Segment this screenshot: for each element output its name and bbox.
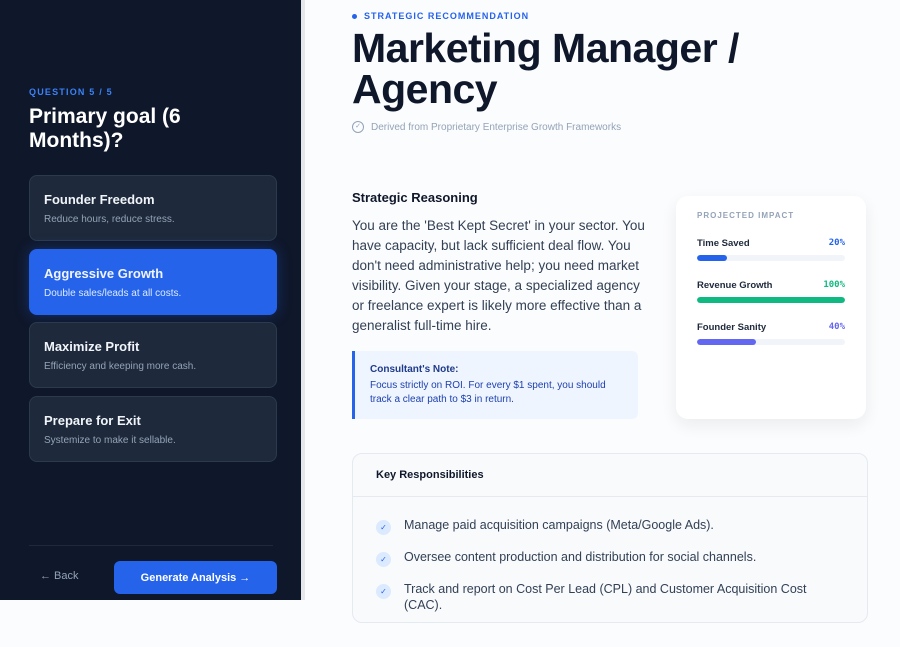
generate-analysis-button[interactable]: Generate Analysis → <box>114 561 277 594</box>
question-counter: QUESTION 5 / 5 <box>29 87 113 97</box>
option-title: Prepare for Exit <box>44 413 141 428</box>
option-prepare-for-exit[interactable]: Prepare for Exit Systemize to make it se… <box>29 396 277 462</box>
page-title: Marketing Manager / Agency <box>352 25 739 112</box>
metric-label: Revenue Growth <box>697 280 773 291</box>
impact-heading: PROJECTED IMPACT <box>697 211 795 220</box>
item-text: Track and report on Cost Per Lead (CPL) … <box>404 582 807 612</box>
dot-icon <box>352 13 357 19</box>
note-text: Focus strictly on ROI. For every $1 spen… <box>370 380 606 405</box>
reasoning-text: You are the 'Best Kept Secret' in your s… <box>352 218 645 333</box>
question-title: Primary goal (6 Months)? <box>29 105 181 152</box>
item-text: Oversee content production and distribut… <box>404 550 757 564</box>
check-icon: ✓ <box>376 552 391 567</box>
impact-metric: Revenue Growth 100% <box>697 280 845 303</box>
metric-value: 20% <box>828 238 845 248</box>
option-desc: Reduce hours, reduce stress. <box>44 214 175 225</box>
option-desc: Efficiency and keeping more cash. <box>44 361 197 372</box>
divider <box>29 545 273 546</box>
progress-bar <box>697 255 845 261</box>
impact-metric: Time Saved 20% <box>697 238 845 261</box>
option-title: Maximize Profit <box>44 339 140 354</box>
check-icon: ✓ <box>376 520 391 535</box>
list-item: ✓ Manage paid acquisition campaigns (Meta… <box>376 517 844 535</box>
note-heading: Consultant's Note: <box>370 364 459 375</box>
option-title: Founder Freedom <box>44 192 155 207</box>
list-item: ✓ Track and report on Cost Per Lead (CPL)… <box>376 581 844 613</box>
progress-bar <box>697 339 845 345</box>
sidebar: QUESTION 5 / 5 Primary goal (6 Months)? … <box>0 0 305 600</box>
impact-metric: Founder Sanity 40% <box>697 322 845 345</box>
eyebrow-text: STRATEGIC RECOMMENDATION <box>364 11 530 21</box>
metric-label: Founder Sanity <box>697 322 767 333</box>
option-desc: Systemize to make it sellable. <box>44 435 176 446</box>
check-icon: ✓ <box>376 584 391 599</box>
check-circle-icon: ✓ <box>352 121 364 133</box>
progress-fill <box>697 297 845 303</box>
source-text: Derived from Proprietary Enterprise Grow… <box>371 121 622 133</box>
progress-fill <box>697 255 727 261</box>
back-button[interactable]: ← Back <box>40 570 79 582</box>
option-title: Aggressive Growth <box>44 266 164 281</box>
responsibilities-list: ✓ Manage paid acquisition campaigns (Meta… <box>353 497 867 647</box>
metric-value: 100% <box>823 280 845 290</box>
option-aggressive-growth[interactable]: Aggressive Growth Double sales/leads at … <box>29 249 277 315</box>
progress-bar <box>697 297 845 303</box>
option-desc: Double sales/leads at all costs. <box>44 288 182 299</box>
eyebrow: STRATEGIC RECOMMENDATION <box>352 11 529 21</box>
source-note: ✓ Derived from Proprietary Enterprise Gro… <box>352 121 621 133</box>
projected-impact-card: PROJECTED IMPACT Time Saved 20% Revenue G… <box>676 196 866 419</box>
reasoning-heading: Strategic Reasoning <box>352 190 478 205</box>
responsibilities-heading: Key Responsibilities <box>353 454 867 497</box>
progress-fill <box>697 339 757 345</box>
metric-value: 40% <box>828 322 845 332</box>
option-maximize-profit[interactable]: Maximize Profit Efficiency and keeping m… <box>29 322 277 388</box>
item-text: Manage paid acquisition campaigns (Meta/… <box>404 518 714 532</box>
option-founder-freedom[interactable]: Founder Freedom Reduce hours, reduce str… <box>29 175 277 241</box>
metric-label: Time Saved <box>697 238 750 249</box>
responsibilities-card: Key Responsibilities ✓ Manage paid acquis… <box>352 453 868 623</box>
list-item: ✓ Oversee content production and distribu… <box>376 549 844 567</box>
consultant-note: Consultant's Note: Focus strictly on ROI… <box>352 351 638 419</box>
